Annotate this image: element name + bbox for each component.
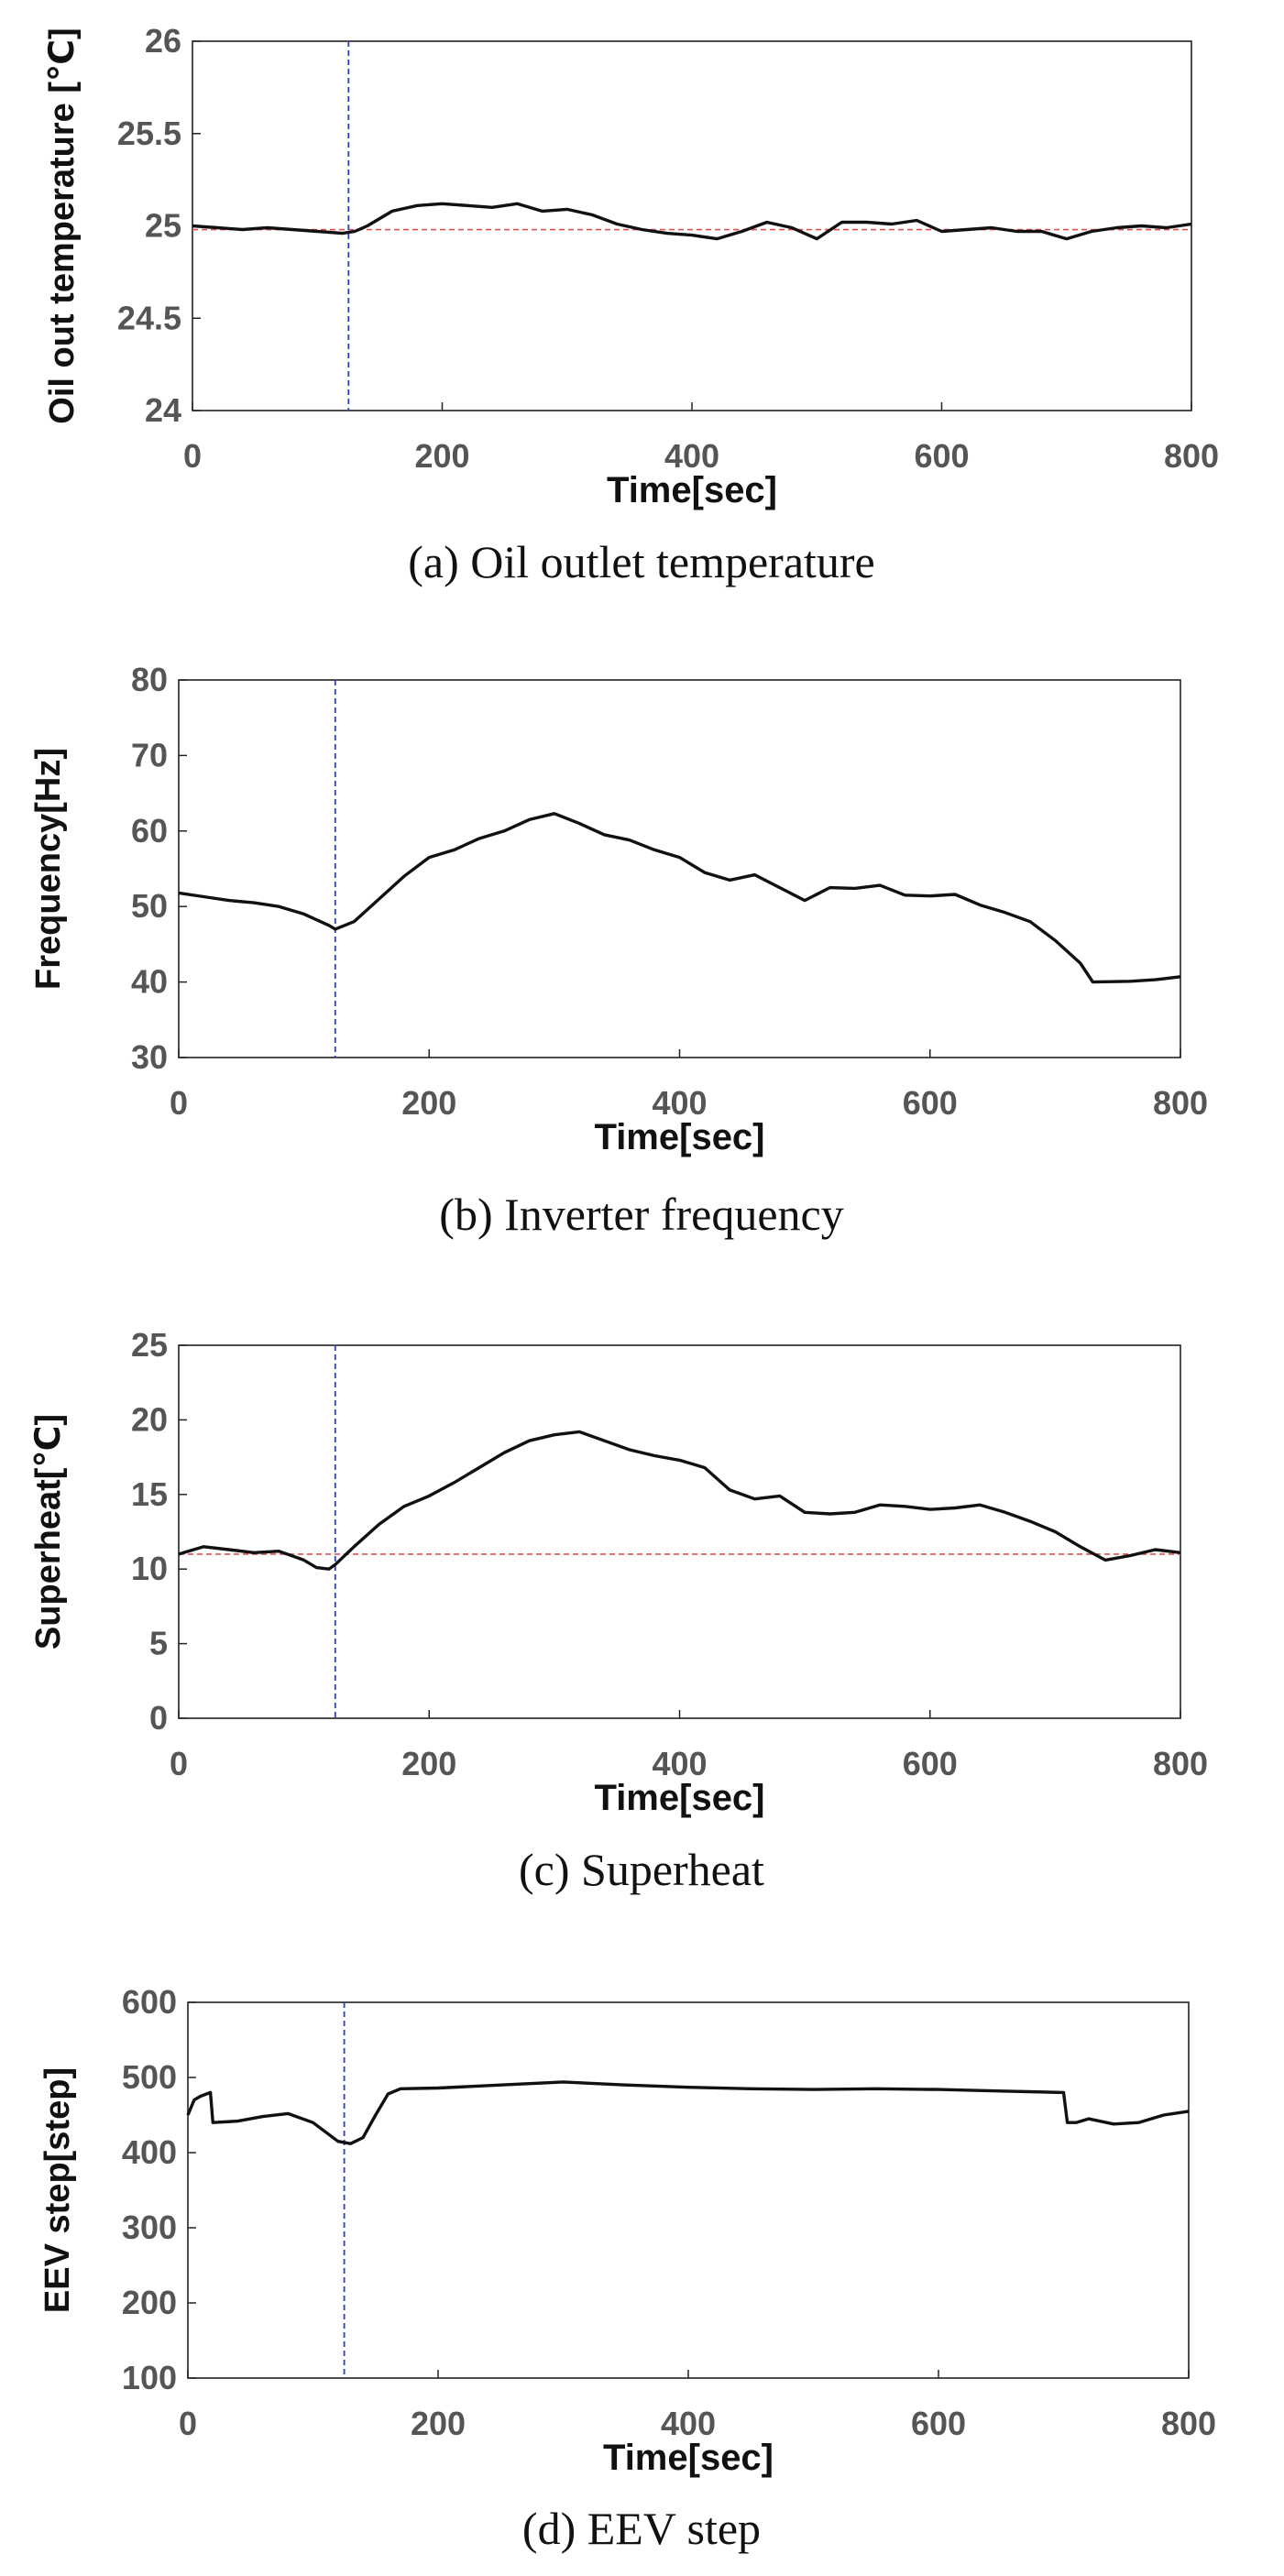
chart-3-caption: (d) EEV step [522, 2503, 761, 2554]
chart-1: 0 200 400 600 800 30 40 50 60 70 80 Time[sec] Freque… [29, 661, 1208, 1240]
chart-0-x-tick-label: 200 [414, 437, 469, 475]
chart-0-plot-frame [192, 40, 1192, 411]
chart-1-y-tick-label: 80 [131, 661, 168, 698]
chart-0: 0 200 400 600 800 24 24.5 25 25.5 26 Time[sec] Oil … [43, 22, 1219, 587]
chart-3-y-tick-label: 400 [122, 2133, 177, 2171]
chart-0-y-axis-label: Oil out temperature [℃] [43, 27, 82, 423]
chart-0-y-tick-label: 25 [145, 207, 181, 245]
chart-2-y-tick-label: 20 [131, 1400, 168, 1438]
chart-2-x-tick-label: 800 [1153, 1745, 1208, 1782]
chart-3-y-tick-label: 500 [122, 2058, 177, 2096]
chart-3-y-axis-label: EEV step[step] [38, 2067, 77, 2313]
chart-1-y-tick-label: 70 [131, 736, 168, 773]
chart-0-series-line [192, 202, 1192, 241]
chart-3-x-tick-label: 800 [1161, 2405, 1216, 2442]
chart-1-x-axis-label: Time[sec] [594, 1117, 764, 1157]
chart-3-y-tick-label: 100 [122, 2359, 177, 2396]
chart-1-series-line [178, 812, 1181, 984]
chart-1-y-tick-label: 50 [131, 887, 168, 925]
chart-2-y-axis-label: Superheat[℃] [29, 1414, 68, 1650]
chart-2-y-tick-label: 0 [149, 1699, 168, 1737]
chart-2-x-tick-label: 400 [652, 1745, 707, 1782]
chart-3-x-tick-label: 400 [661, 2405, 716, 2442]
chart-1-x-tick-label: 800 [1153, 1084, 1208, 1122]
chart-1-y-tick-label: 60 [131, 812, 168, 850]
chart-1-y-tick-label: 30 [131, 1038, 168, 1076]
chart-2-series-line [178, 1430, 1181, 1571]
chart-0-y-tick-label: 25.5 [117, 115, 181, 152]
chart-0-x-tick-label: 800 [1164, 437, 1219, 475]
chart-3-x-tick-label: 600 [911, 2405, 966, 2442]
chart-1-y-tick-label: 40 [131, 963, 168, 1001]
chart-3-x-axis-label: Time[sec] [603, 2438, 774, 2478]
chart-1-x-tick-label: 0 [170, 1084, 188, 1122]
chart-0-y-tick-label: 26 [145, 22, 181, 60]
chart-3-plot-frame [187, 2001, 1190, 2379]
chart-2-x-tick-label: 600 [903, 1745, 958, 1782]
chart-2: 0 200 400 600 800 0 5 10 15 20 25 Time[sec] Superhea… [29, 1326, 1208, 1895]
chart-3-x-tick-label: 200 [411, 2405, 466, 2442]
chart-2-caption: (c) Superheat [519, 1844, 764, 1895]
chart-1-x-tick-label: 600 [903, 1084, 958, 1122]
chart-2-y-tick-label: 5 [149, 1625, 168, 1662]
chart-3-series-line [186, 2080, 1190, 2145]
chart-0-y-tick-label: 24.5 [117, 299, 181, 336]
chart-2-y-tick-label: 15 [131, 1475, 168, 1513]
chart-3-y-tick-label: 600 [122, 1983, 177, 2021]
chart-0-caption: (a) Oil outlet temperature [408, 536, 875, 587]
chart-3-y-tick-label: 300 [122, 2209, 177, 2246]
chart-0-x-tick-label: 400 [664, 437, 719, 475]
chart-3: 0 200 400 600 800 100 200 300 400 500 600 Time[sec]… [38, 1983, 1216, 2554]
chart-3-x-tick-label: 0 [179, 2405, 197, 2442]
chart-0-x-axis-label: Time[sec] [607, 470, 777, 510]
chart-2-y-tick-label: 10 [131, 1550, 168, 1587]
chart-1-x-tick-label: 200 [401, 1084, 456, 1122]
chart-1-plot-frame [178, 679, 1181, 1058]
chart-2-x-tick-label: 200 [401, 1745, 456, 1782]
chart-0-x-tick-label: 600 [914, 437, 969, 475]
chart-1-x-tick-label: 400 [652, 1084, 707, 1122]
chart-3-y-tick-label: 200 [122, 2284, 177, 2321]
chart-0-x-tick-label: 0 [183, 437, 202, 475]
chart-1-y-axis-label: Frequency[Hz] [29, 748, 68, 990]
chart-2-y-tick-label: 25 [131, 1326, 168, 1364]
chart-0-y-tick-label: 24 [145, 391, 181, 429]
chart-2-plot-frame [178, 1344, 1181, 1719]
chart-2-x-tick-label: 0 [170, 1745, 188, 1782]
chart-2-x-axis-label: Time[sec] [594, 1778, 764, 1818]
chart-1-caption: (b) Inverter frequency [439, 1189, 843, 1240]
